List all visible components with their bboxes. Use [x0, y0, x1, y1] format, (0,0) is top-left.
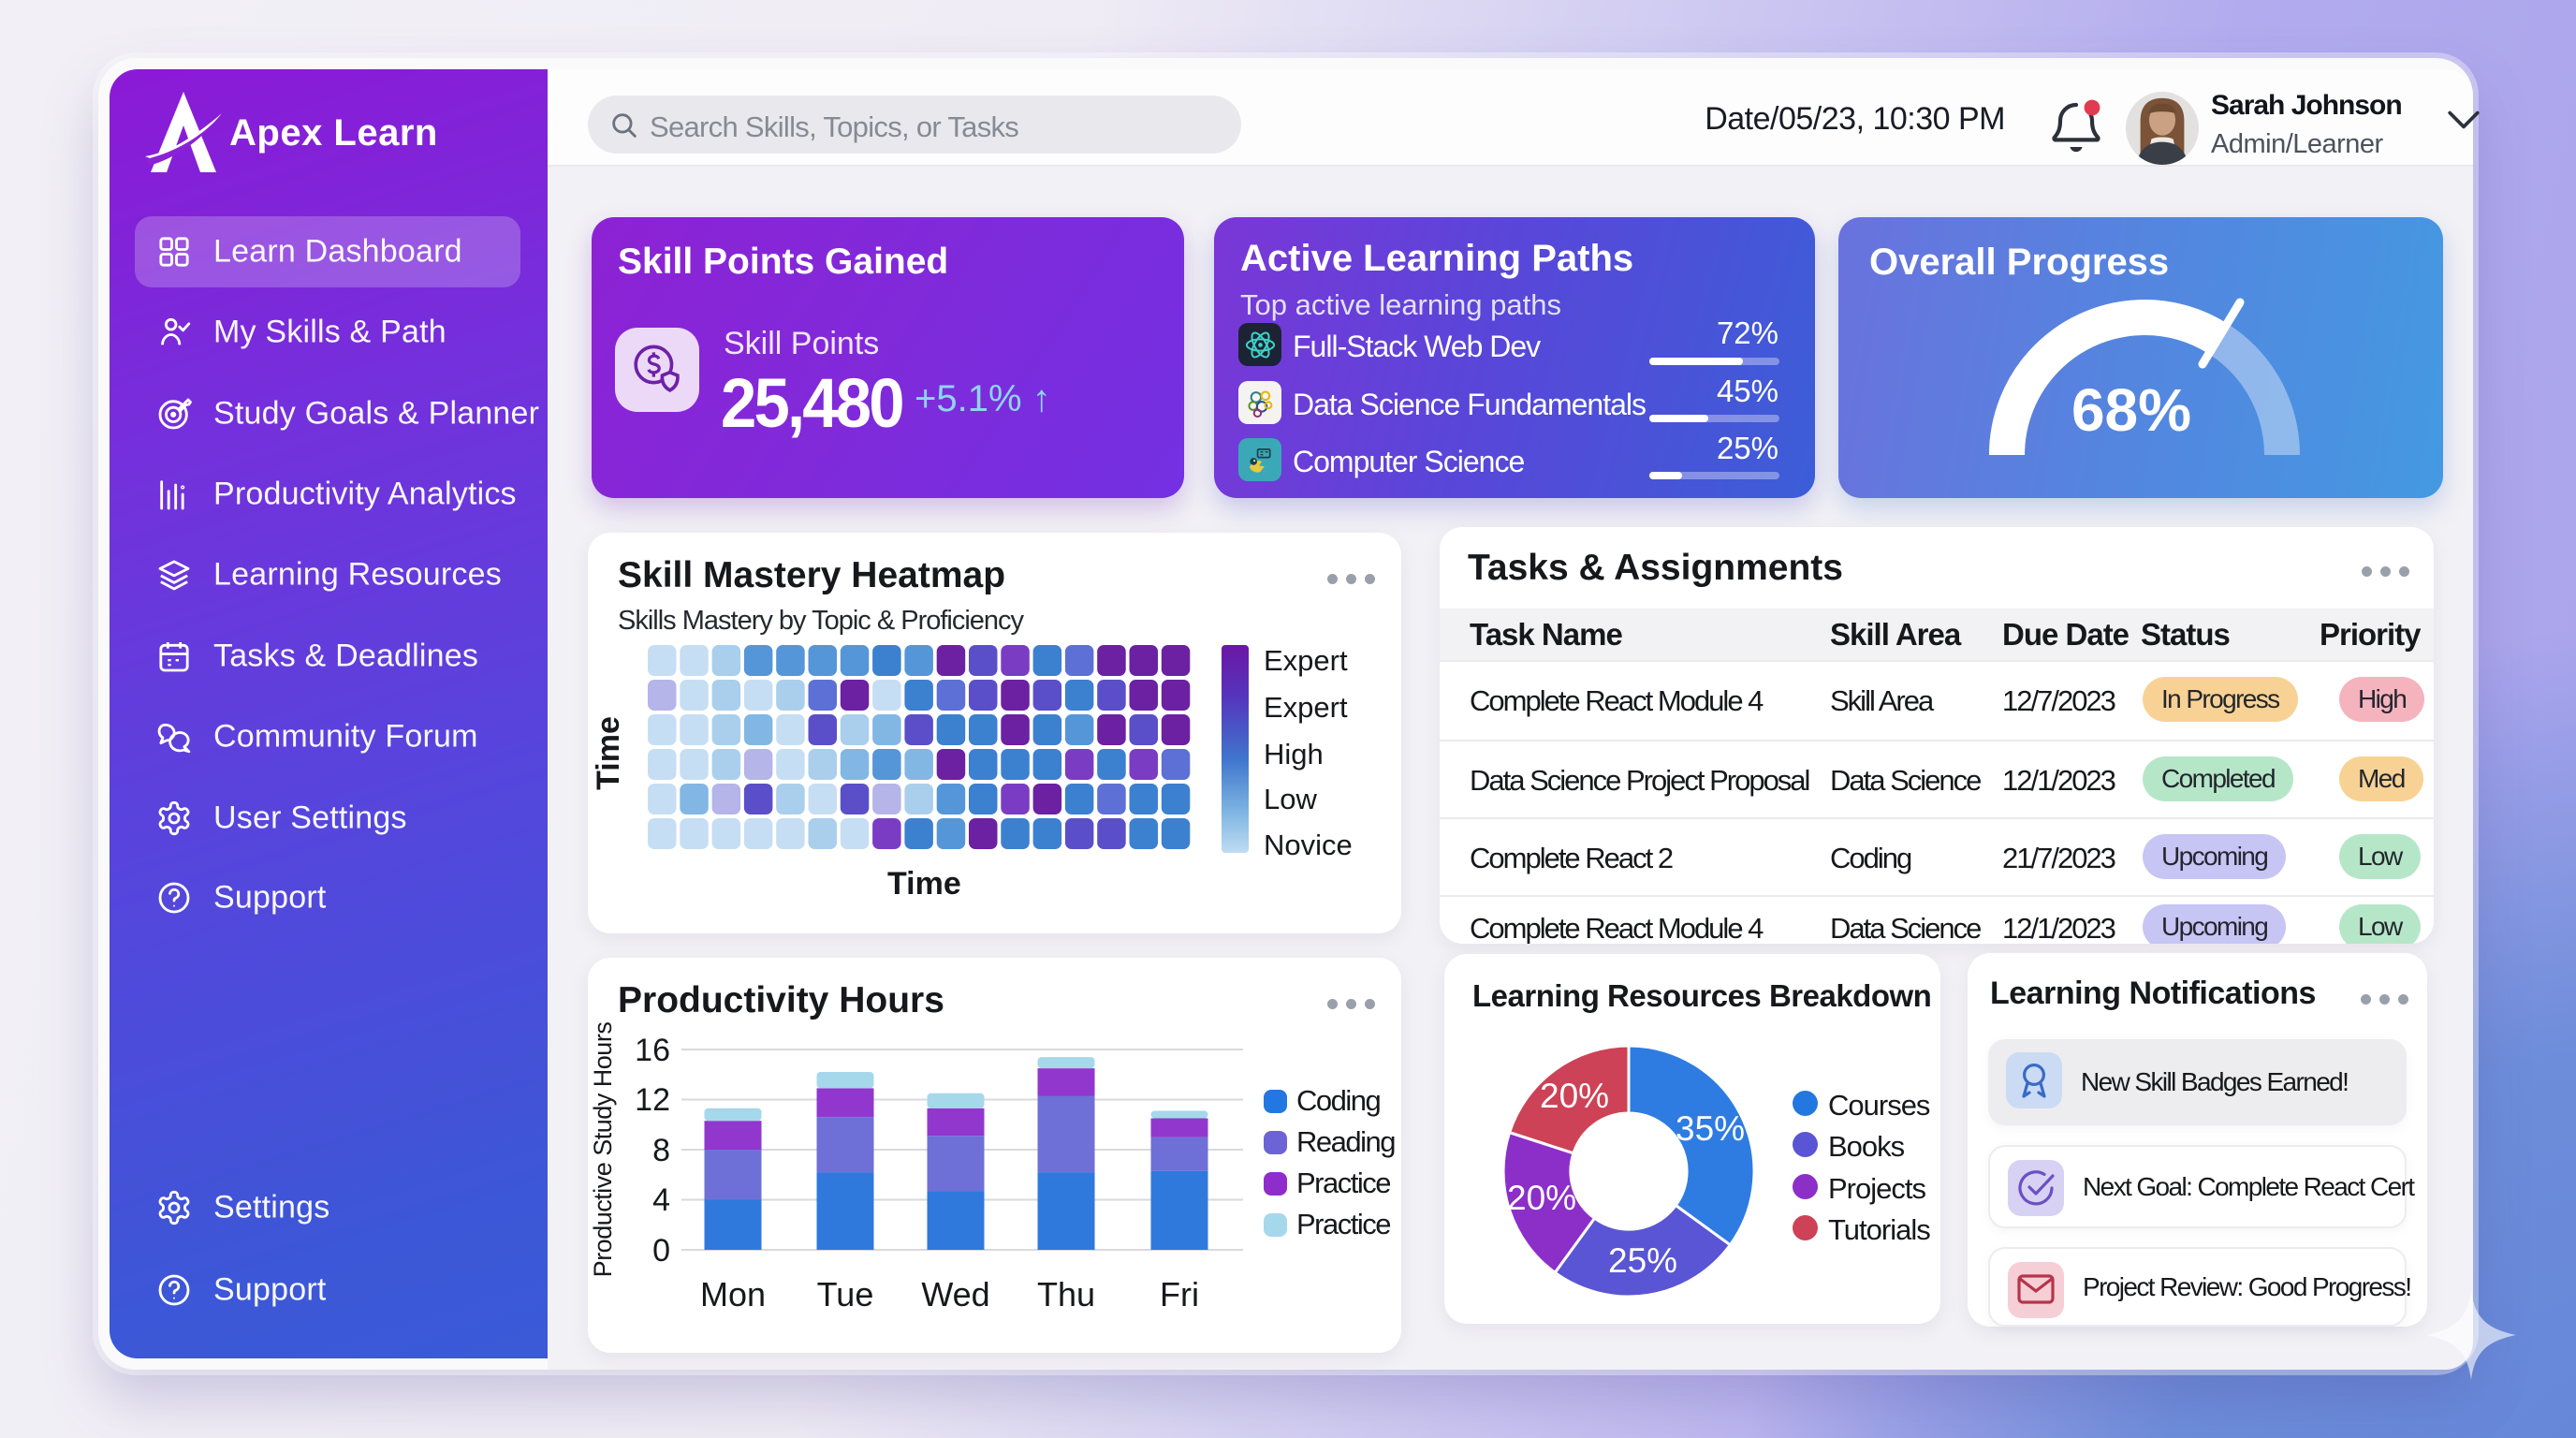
- svg-text:Reading: Reading: [1296, 1125, 1395, 1158]
- svg-text:Fri: Fri: [1160, 1275, 1199, 1313]
- svg-text:12: 12: [635, 1082, 670, 1118]
- svg-text:4: 4: [652, 1182, 670, 1218]
- svg-text:16: 16: [635, 1033, 670, 1068]
- svg-text:Practice: Practice: [1296, 1208, 1390, 1240]
- svg-text:Practice: Practice: [1296, 1167, 1390, 1199]
- svg-text:Coding: Coding: [1296, 1084, 1380, 1117]
- svg-text:Mon: Mon: [700, 1275, 766, 1313]
- svg-text:Tue: Tue: [817, 1275, 874, 1313]
- svg-text:0: 0: [652, 1233, 670, 1269]
- svg-text:Thu: Thu: [1037, 1275, 1095, 1313]
- svg-text:68%: 68%: [2071, 376, 2191, 444]
- svg-text:Wed: Wed: [921, 1275, 989, 1313]
- svg-text:8: 8: [652, 1133, 670, 1168]
- svg-text:Productive Study Hours: Productive Study Hours: [589, 1022, 617, 1278]
